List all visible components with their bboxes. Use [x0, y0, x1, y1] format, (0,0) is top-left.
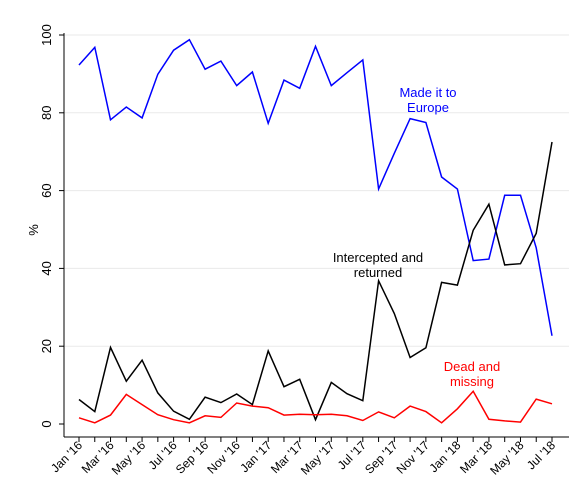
series-line-1: [78, 38, 553, 336]
series-label-line: returned: [354, 265, 402, 280]
series-label-1: Made it to Europe: [399, 85, 456, 115]
y-tick-label-0: 0: [39, 420, 54, 427]
y-axis-title: %: [26, 224, 41, 236]
y-tick-label-40: 40: [39, 261, 54, 275]
gridlines: [64, 34, 569, 347]
series-label-line: Europe: [407, 100, 449, 115]
series-lines: [78, 38, 553, 424]
series-line-2: [78, 141, 553, 422]
y-tick-label-80: 80: [39, 106, 54, 120]
axes: [63, 33, 569, 438]
series-label-line: Intercepted and: [333, 250, 423, 265]
series-labels: Made it to Europe Intercepted and returned D…: [333, 85, 500, 389]
y-tick-label-100: 100: [39, 24, 54, 46]
series-label-line: Dead and: [444, 359, 500, 374]
series-line-3: [78, 390, 553, 424]
y-tick-label-20: 20: [39, 339, 54, 353]
y-tick-label-60: 60: [39, 183, 54, 197]
y-axis-ticks: 0 20 40 60 80 100: [39, 24, 64, 428]
series-label-line: missing: [450, 374, 494, 389]
series-label-2: Intercepted and returned: [333, 250, 423, 280]
series-label-line: Made it to: [399, 85, 456, 100]
series-label-3: Dead and missing: [444, 359, 500, 389]
